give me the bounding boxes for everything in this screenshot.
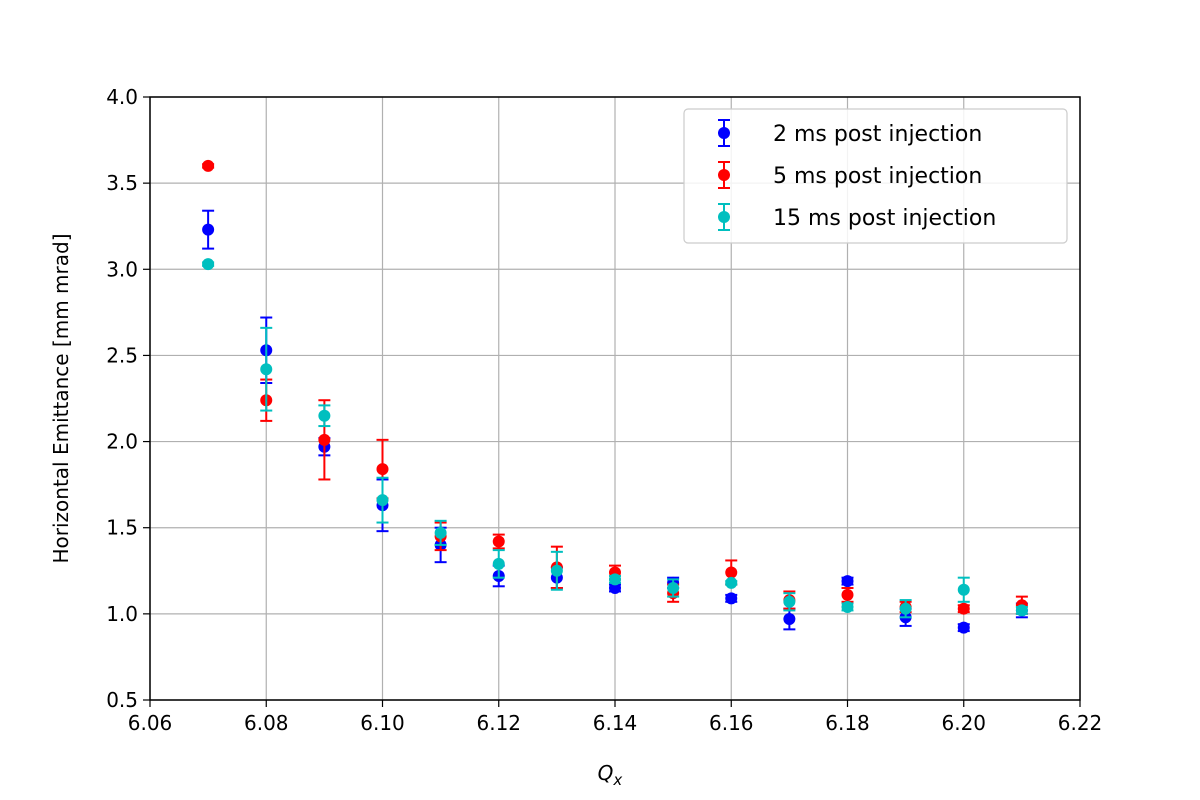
legend-label: 2 ms post injection xyxy=(773,122,982,147)
data-point xyxy=(899,602,912,615)
x-tick-label: 6.10 xyxy=(360,711,405,735)
data-point xyxy=(783,595,796,608)
x-tick-label: 6.22 xyxy=(1058,711,1103,735)
x-tick-label: 6.16 xyxy=(709,711,754,735)
y-tick-label: 1.0 xyxy=(106,602,138,626)
x-tick-label: 6.18 xyxy=(825,711,870,735)
data-point xyxy=(376,463,389,476)
x-axis-label-sub: x xyxy=(612,771,622,789)
x-tick-label: 6.20 xyxy=(941,711,986,735)
data-point xyxy=(841,575,854,588)
y-tick-label: 1.5 xyxy=(106,516,138,540)
data-point xyxy=(260,363,273,376)
data-point xyxy=(609,582,621,595)
data-point xyxy=(550,564,563,577)
y-tick-label: 2.5 xyxy=(106,343,138,367)
x-tick-label: 6.06 xyxy=(128,711,173,735)
data-point xyxy=(202,159,215,172)
data-point xyxy=(957,621,970,634)
data-point xyxy=(609,573,621,586)
data-point xyxy=(202,258,215,271)
legend-label: 15 ms post injection xyxy=(773,206,996,231)
y-tick-label: 3.5 xyxy=(106,171,138,195)
y-tick-label: 3.0 xyxy=(106,257,138,281)
data-point xyxy=(434,526,447,539)
data-point xyxy=(318,433,331,446)
y-axis-label: Horizontal Emittance [mm mrad] xyxy=(49,233,73,563)
x-tick-label: 6.14 xyxy=(593,711,638,735)
data-point xyxy=(725,566,738,579)
data-point xyxy=(841,600,854,613)
data-point xyxy=(957,583,970,596)
data-point xyxy=(376,494,389,507)
x-tick-label: 6.12 xyxy=(476,711,521,735)
y-tick-label: 2.0 xyxy=(106,430,138,454)
data-point xyxy=(725,576,738,589)
legend-marker xyxy=(718,127,730,139)
x-axis-label-main: Q xyxy=(598,761,614,785)
data-point xyxy=(318,409,331,422)
data-point xyxy=(492,557,505,570)
legend: 2 ms post injection 5 ms post injection 15… xyxy=(683,108,1068,244)
data-point xyxy=(492,535,505,548)
data-point xyxy=(783,613,796,626)
legend-marker xyxy=(718,169,730,181)
data-point xyxy=(1015,604,1028,617)
y-tick-label: 0.5 xyxy=(106,688,138,712)
data-points xyxy=(202,159,1028,634)
series-3 xyxy=(202,258,1028,619)
legend-box xyxy=(683,108,1068,244)
data-point xyxy=(841,588,854,601)
legend-label: 5 ms post injection xyxy=(773,164,982,189)
x-axis-label: Qx xyxy=(598,761,623,789)
data-point xyxy=(957,602,970,615)
y-tick-label: 4.0 xyxy=(106,85,138,109)
x-tick-label: 6.08 xyxy=(244,711,289,735)
data-point xyxy=(667,582,680,595)
legend-marker xyxy=(718,211,730,223)
data-point xyxy=(725,592,738,605)
axis-ticks: 6.06 6.08 6.10 6.12 6.14 6.16 6.18 6.20 6.22 0.5 1… xyxy=(106,85,1102,735)
data-point xyxy=(202,223,215,236)
